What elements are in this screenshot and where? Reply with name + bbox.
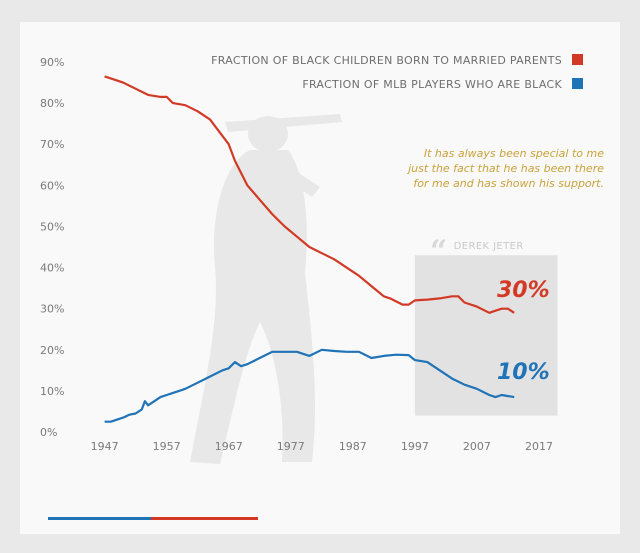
y-tick-label: 0% [40, 426, 57, 439]
y-tick-label: 90% [40, 56, 64, 69]
footer-bar-segment [48, 517, 151, 520]
baseball-batter-silhouette [190, 114, 342, 464]
chart-card: 0% 10% 20% 30% 40% 50% 60% 70% 80% 90% 1947 1957 19… [20, 22, 620, 534]
x-tick-label: 2017 [525, 440, 553, 453]
y-tick-label: 60% [40, 179, 64, 192]
y-tick-label: 70% [40, 138, 64, 151]
legend-label: FRACTION OF BLACK CHILDREN BORN TO MARRI… [211, 54, 562, 67]
quote-mark-icon: “ [430, 234, 448, 269]
y-tick-label: 40% [40, 262, 64, 275]
recent-years-highlight [414, 255, 558, 416]
footer-bar [48, 517, 258, 520]
mlb-black-players-end-label: 10% [497, 360, 550, 385]
series-lines [104, 75, 515, 423]
legend-swatch [572, 54, 583, 65]
quote-text: It has always been special to me just th… [408, 147, 604, 190]
x-tick-label: 1967 [215, 440, 243, 453]
y-axis: 0% 10% 20% 30% 40% 50% 60% 70% 80% 90% [40, 56, 64, 439]
quote-author: DEREK JETER [453, 241, 524, 252]
x-tick-label: 1957 [153, 440, 181, 453]
x-tick-label: 2007 [463, 440, 491, 453]
x-tick-label: 1947 [91, 440, 119, 453]
mlb-black-players-line [104, 348, 515, 423]
x-tick-label: 1977 [277, 440, 305, 453]
married-parents-line [104, 75, 515, 314]
end-labels: 30% 10% [497, 278, 550, 385]
chart-svg: 0%10%20%30%40%50%60%70%80%90% 1947 1957 19… [40, 54, 583, 520]
legend-label: FRACTION OF MLB PLAYERS WHO ARE BLACK [302, 78, 562, 91]
y-tick-label: 20% [40, 344, 64, 357]
legend: FRACTION OF BLACK CHILDREN BORN TO MARRI… [211, 54, 583, 91]
quote-attribution: “ DEREK JETER [430, 234, 604, 269]
x-axis: 1947 1957 1967 1977 1987 1997 2007 2017 [91, 440, 553, 453]
legend-swatch [572, 78, 583, 89]
y-tick-label: 50% [40, 220, 64, 233]
y-tick-label: 30% [40, 303, 64, 316]
footer-bar-segment [151, 517, 258, 520]
y-tick-label: 80% [40, 97, 64, 110]
y-tick-label: 10% [40, 385, 64, 398]
x-tick-label: 1987 [339, 440, 367, 453]
x-tick-label: 1997 [401, 440, 429, 453]
quote-annotation: It has always been special to me just th… [408, 146, 604, 191]
married-parents-end-label: 30% [497, 278, 550, 303]
